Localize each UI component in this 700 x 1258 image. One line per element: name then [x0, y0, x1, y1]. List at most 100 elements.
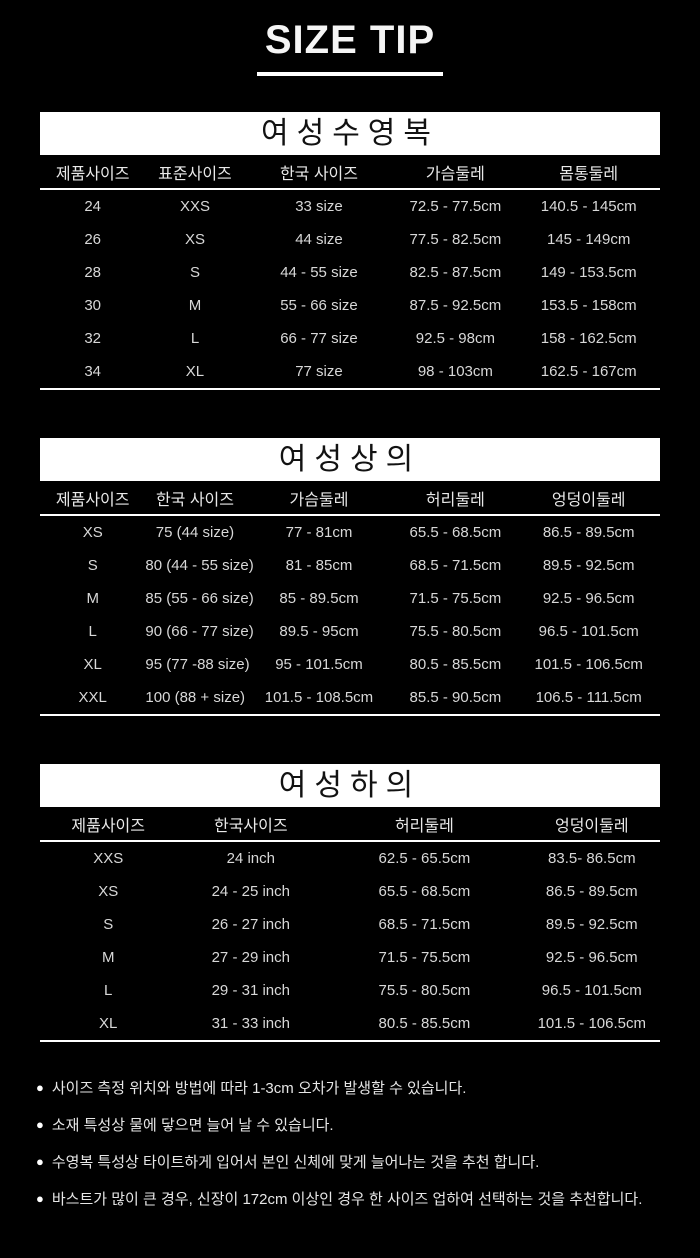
table-cell: 149 - 153.5cm: [540, 264, 637, 281]
table-row: S 26 - 27 inch 68.5 - 71.5cm 89.5 - 92.5cm: [40, 908, 660, 941]
table-cell: 68.5 - 71.5cm: [378, 916, 471, 933]
table-cell: 90 (66 - 77 size): [145, 623, 254, 640]
table-row: 26 XS 44 size 77.5 - 82.5cm 145 - 149cm: [40, 223, 660, 256]
page-title: SIZE TIP: [264, 18, 436, 62]
bullet-icon: ●: [36, 1154, 44, 1169]
table-row: 28 S 44 - 55 size 82.5 - 87.5cm 149 - 153.5c…: [40, 256, 660, 289]
table-cell: 26: [84, 231, 102, 248]
table-cell: L: [190, 330, 200, 347]
table-cell: L: [88, 623, 97, 640]
table-cell: XL: [99, 1015, 118, 1032]
notes-list: ● 사이즈 측정 위치와 방법에 따라 1-3cm 오차가 발생할 수 있습니다.…: [0, 1070, 700, 1218]
table-cell: 65.5 - 68.5cm: [409, 524, 502, 541]
column-header: 엉덩이둘레: [517, 481, 660, 516]
table-title-women-bottom: 여성하의: [40, 764, 660, 807]
table-cell: 24 inch: [226, 850, 275, 867]
table-cell: 77.5 - 82.5cm: [409, 231, 502, 248]
table-cell: 98 - 103cm: [417, 363, 493, 380]
note-text: 바스트가 많이 큰 경우, 신장이 172cm 이상인 경우 한 사이즈 업하여…: [51, 1191, 643, 1208]
table-title-women-swimsuit: 여성수영복: [40, 112, 660, 155]
column-header: 제품사이즈: [40, 155, 146, 190]
table-cell: 24 - 25 inch: [211, 883, 290, 900]
column-header: 한국사이즈: [176, 807, 326, 842]
column-header: 가슴둘레: [244, 481, 394, 516]
bullet-icon: ●: [36, 1191, 44, 1206]
note-text: 수영복 특성상 타이트하게 입어서 본인 신체에 맞게 늘어나는 것을 추천 합…: [51, 1154, 540, 1171]
table-row: XXS 24 inch 62.5 - 65.5cm 83.5- 86.5cm: [40, 841, 660, 875]
table-row: XS 24 - 25 inch 65.5 - 68.5cm 86.5 - 89.5cm: [40, 875, 660, 908]
table-cell: 95 (77 -88 size): [145, 656, 250, 673]
women-bottom-size-table: 제품사이즈 한국사이즈 허리둘레 엉덩이둘레 XXS 24 inch 62.5 - 65.5…: [40, 807, 660, 1042]
table-cell: 71.5 - 75.5cm: [378, 949, 471, 966]
table-cell: 85.5 - 90.5cm: [409, 689, 502, 706]
table-cell: 101.5 - 106.5cm: [537, 1015, 646, 1032]
table-cell: XXS: [93, 850, 124, 867]
table-cell: 75.5 - 80.5cm: [409, 623, 502, 640]
bullet-icon: ●: [36, 1117, 44, 1132]
table-cell: 33 size: [295, 198, 343, 215]
table-cell: 75.5 - 80.5cm: [378, 982, 471, 999]
table-cell: 96.5 - 101.5cm: [541, 982, 642, 999]
table-cell: 55 - 66 size: [280, 297, 358, 314]
table-cell: 87.5 - 92.5cm: [409, 297, 502, 314]
section-women-top: 여성상의 제품사이즈 한국 사이즈 가슴둘레 허리둘레 엉덩이둘레 XS 75 (44 si…: [40, 438, 660, 716]
table-row: M 85 (55 - 66 size) 85 - 89.5cm 71.5 - 75.5…: [40, 582, 660, 615]
section-women-bottom: 여성하의 제품사이즈 한국사이즈 허리둘레 엉덩이둘레 XXS 24 inch 62.5 -…: [40, 764, 660, 1042]
note-text: 소재 특성상 물에 닿으면 늘어 날 수 있습니다.: [51, 1117, 334, 1134]
table-cell: 158 - 162.5cm: [540, 330, 637, 347]
table-cell: 80.5 - 85.5cm: [378, 1015, 471, 1032]
table-cell: XXS: [179, 198, 210, 215]
size-tip-page: SIZE TIP 여성수영복 제품사이즈 표준사이즈 한국 사이즈 가슴둘레 몸통둘레 2…: [0, 18, 700, 1218]
table-header-row: 제품사이즈 표준사이즈 한국 사이즈 가슴둘레 몸통둘레: [40, 155, 660, 190]
table-cell: 89.5 - 95cm: [279, 623, 359, 640]
table-cell: 72.5 - 77.5cm: [409, 198, 502, 215]
table-cell: L: [104, 982, 113, 999]
note-text: 사이즈 측정 위치와 방법에 따라 1-3cm 오차가 발생할 수 있습니다.: [51, 1080, 467, 1097]
table-cell: 96.5 - 101.5cm: [538, 623, 639, 640]
table-cell: 26 - 27 inch: [211, 916, 290, 933]
table-cell: 106.5 - 111.5cm: [535, 689, 642, 706]
table-row: XXL 100 (88 + size) 101.5 - 108.5cm 85.5 - …: [40, 681, 660, 715]
table-row: XL 31 - 33 inch 80.5 - 85.5cm 101.5 - 106.5…: [40, 1007, 660, 1041]
column-header: 제품사이즈: [40, 481, 146, 516]
column-header: 한국 사이즈: [145, 481, 245, 516]
bullet-icon: ●: [36, 1080, 44, 1095]
women-top-size-table: 제품사이즈 한국 사이즈 가슴둘레 허리둘레 엉덩이둘레 XS 75 (44 size) 77…: [40, 481, 660, 716]
table-header-row: 제품사이즈 한국 사이즈 가슴둘레 허리둘레 엉덩이둘레: [40, 481, 660, 516]
table-cell: 85 - 89.5cm: [279, 590, 359, 607]
table-cell: 162.5 - 167cm: [540, 363, 637, 380]
table-cell: 95 - 101.5cm: [275, 656, 363, 673]
table-cell: XS: [184, 231, 205, 248]
table-row: 24 XXS 33 size 72.5 - 77.5cm 140.5 - 145cm: [40, 189, 660, 223]
table-cell: 31 - 33 inch: [211, 1015, 290, 1032]
table-cell: 140.5 - 145cm: [540, 198, 637, 215]
table-cell: 100 (88 + size): [145, 689, 246, 706]
column-header: 가슴둘레: [393, 155, 518, 190]
table-cell: XXL: [78, 689, 107, 706]
women-swimsuit-size-table: 제품사이즈 표준사이즈 한국 사이즈 가슴둘레 몸통둘레 24 XXS 33 size 72.5…: [40, 155, 660, 390]
table-cell: 32: [84, 330, 102, 347]
table-cell: 153.5 - 158cm: [540, 297, 637, 314]
table-cell: XS: [82, 524, 103, 541]
table-cell: XL: [185, 363, 205, 380]
table-cell: 44 - 55 size: [280, 264, 358, 281]
note-item: ● 수영복 특성상 타이트하게 입어서 본인 신체에 맞게 늘어나는 것을 추천 …: [36, 1144, 700, 1181]
table-cell: 92.5 - 98cm: [415, 330, 495, 347]
table-cell: 92.5 - 96.5cm: [542, 590, 635, 607]
table-cell: XL: [83, 656, 102, 673]
table-row: 34 XL 77 size 98 - 103cm 162.5 - 167cm: [40, 355, 660, 389]
table-cell: XS: [98, 883, 119, 900]
table-cell: 82.5 - 87.5cm: [409, 264, 502, 281]
table-cell: 24: [84, 198, 102, 215]
table-cell: S: [87, 557, 98, 574]
column-header: 허리둘레: [393, 481, 518, 516]
table-cell: 71.5 - 75.5cm: [409, 590, 502, 607]
table-row: 30 M 55 - 66 size 87.5 - 92.5cm 153.5 - 158c…: [40, 289, 660, 322]
table-cell: 68.5 - 71.5cm: [409, 557, 502, 574]
title-underline: [257, 72, 443, 76]
table-header-row: 제품사이즈 한국사이즈 허리둘레 엉덩이둘레: [40, 807, 660, 842]
table-cell: S: [189, 264, 200, 281]
column-header: 엉덩이둘레: [523, 807, 660, 842]
note-item: ● 사이즈 측정 위치와 방법에 따라 1-3cm 오차가 발생할 수 있습니다.: [36, 1070, 700, 1107]
table-row: 32 L 66 - 77 size 92.5 - 98cm 158 - 162.5cm: [40, 322, 660, 355]
